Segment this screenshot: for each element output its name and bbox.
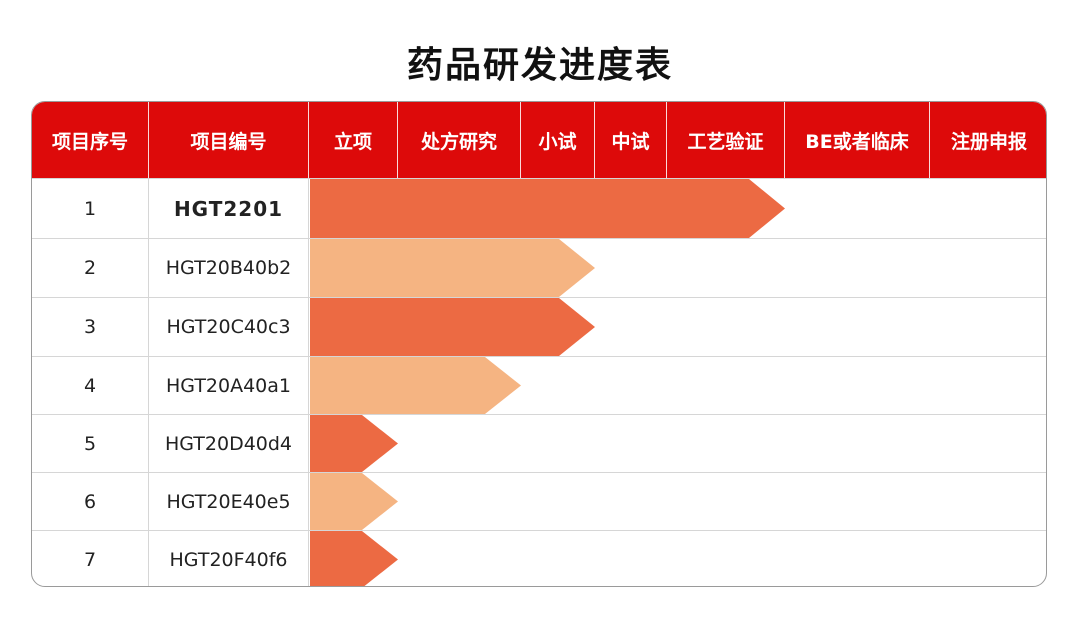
table-row: 5 HGT20D40d4: [32, 414, 1046, 472]
progress-bar-1: [310, 179, 785, 238]
header-stage-small-trial: 小试: [521, 102, 595, 178]
header-stage-formulation: 处方研究: [398, 102, 521, 178]
table-row: 4 HGT20A40a1: [32, 356, 1046, 414]
row-code: HGT20A40a1: [149, 357, 309, 414]
row-code: HGT20E40e5: [149, 473, 309, 530]
progress-bars: [310, 179, 785, 586]
header-stage-pilot: 中试: [595, 102, 667, 178]
row-index: 6: [32, 473, 149, 530]
table-row: 6 HGT20E40e5: [32, 472, 1046, 530]
table-header: 项目序号 项目编号 立项 处方研究 小试 中试 工艺验证 BE或者临床 注册申报: [32, 102, 1046, 178]
header-stage-lixiang: 立项: [309, 102, 398, 178]
row-code: HGT20D40d4: [149, 415, 309, 472]
row-index: 7: [32, 531, 149, 586]
row-code: HGT20C40c3: [149, 298, 309, 356]
progress-table: 项目序号 项目编号 立项 处方研究 小试 中试 工艺验证 BE或者临床 注册申报…: [31, 101, 1047, 587]
row-index: 5: [32, 415, 149, 472]
row-code: HGT20F40f6: [149, 531, 309, 586]
row-index: 3: [32, 298, 149, 356]
table-row: 3 HGT20C40c3: [32, 297, 1046, 356]
page-title: 药品研发进度表: [406, 45, 673, 86]
progress-bar-7: [310, 531, 398, 586]
header-stage-validation: 工艺验证: [667, 102, 785, 178]
table-row: 2 HGT20B40b2: [32, 238, 1046, 297]
row-code: HGT2201: [149, 179, 309, 238]
row-code: HGT20B40b2: [149, 239, 309, 297]
progress-bar-3: [310, 298, 595, 356]
progress-bar-4: [310, 357, 521, 414]
row-index: 2: [32, 239, 149, 297]
progress-bar-5: [310, 415, 398, 472]
progress-bar-6: [310, 473, 398, 530]
header-index: 项目序号: [32, 102, 149, 178]
row-index: 4: [32, 357, 149, 414]
progress-bar-2: [310, 239, 595, 297]
header-code: 项目编号: [149, 102, 309, 178]
header-stage-clinical: BE或者临床: [785, 102, 930, 178]
header-stage-registration: 注册申报: [950, 130, 1027, 153]
table-row: 1 HGT2201: [32, 178, 1046, 238]
table-row: 7 HGT20F40f6: [32, 530, 1046, 586]
row-index: 1: [32, 179, 149, 238]
